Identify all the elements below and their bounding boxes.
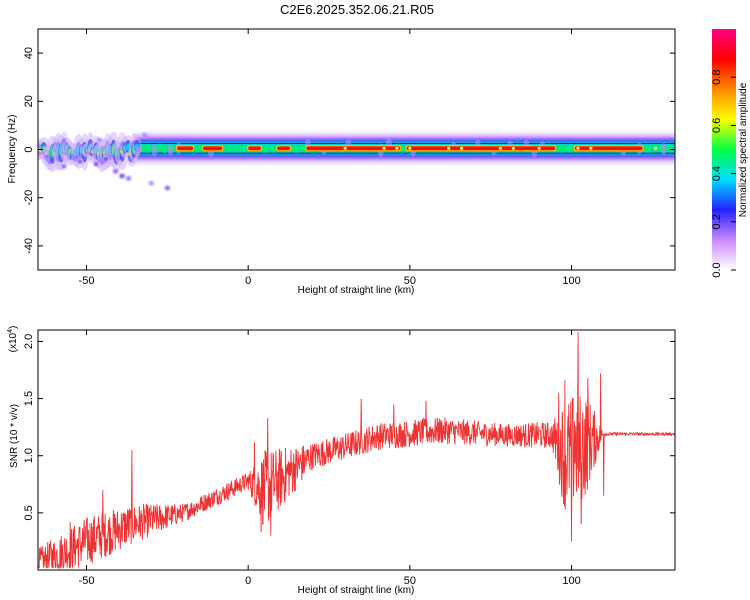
- spectrogram-blob: [149, 181, 154, 186]
- figure-title: C2E6.2025.352.06.21.R05: [280, 2, 434, 17]
- colorbar-tick-label: 0.8: [711, 70, 723, 85]
- snr-y-tick-label: 0.5: [23, 505, 35, 520]
- spectrogram-dot: [576, 146, 580, 150]
- spectrogram-blob: [142, 133, 147, 138]
- spectrogram-blob: [61, 164, 66, 169]
- spectrogram-dot: [537, 146, 541, 150]
- spectrogram-hot-segment: [406, 146, 556, 151]
- spectrogram-marks: [38, 131, 675, 192]
- spectrogram-hot-segment: [277, 146, 291, 151]
- spectrogram-hot-segment: [202, 146, 223, 151]
- snr-series-line: [38, 332, 675, 570]
- spectrogram-blob: [59, 162, 68, 170]
- snr-y-tick-label: 2.0: [23, 334, 35, 349]
- spectrogram-blob: [45, 154, 50, 159]
- spectrogram-blob: [165, 186, 170, 191]
- spectrogram-bump: [135, 146, 142, 156]
- snr-x-tick-label: 100: [562, 575, 580, 587]
- spectrogram-y-tick-label: 20: [23, 95, 35, 107]
- spectrogram-bump: [151, 144, 158, 157]
- spectrogram-hot-segment: [306, 146, 401, 151]
- snr-y-tick-label: 1.0: [23, 448, 35, 463]
- spectrogram-dot: [382, 146, 386, 150]
- snr-frame: [37, 329, 676, 571]
- colorbar-tick-label: 0.2: [711, 214, 723, 229]
- colorbar-tick-label: 0.6: [711, 118, 723, 133]
- spectrogram-y-tick-label: 0: [23, 146, 35, 152]
- spectrogram-dot: [447, 146, 451, 150]
- colorbar: 0.0 0.2 0.4 0.6 0.8 Normalized spectral ampl…: [711, 29, 749, 278]
- spectrogram-x-tick-label: -50: [79, 275, 95, 287]
- colorbar-gradient: [712, 29, 736, 270]
- spectrogram-blob: [140, 131, 149, 139]
- spectrogram-bump: [660, 142, 667, 155]
- spectrogram-blob: [147, 179, 156, 187]
- spectrogram-panel: -50 0 50 100 -40 -20 0 20 40 Height of straight…: [7, 28, 676, 296]
- spectrogram-blob: [43, 153, 52, 161]
- spectrogram-hot-segment: [177, 146, 194, 151]
- snr-x-label: Height of straight line (km): [298, 585, 415, 596]
- spectrogram-y-tick-label: -20: [23, 190, 35, 206]
- spectrogram-dot: [343, 146, 347, 150]
- colorbar-ticks: 0.0 0.2 0.4 0.6 0.8: [711, 70, 736, 278]
- snr-y-tick-label: 1.5: [23, 391, 35, 406]
- spectrogram-blob: [95, 136, 104, 144]
- snr-y-ticks: 0.5 1.0 1.5 2.0: [23, 334, 675, 521]
- spectrogram-x-tick-label: 0: [245, 275, 251, 287]
- spectrogram-dot: [459, 146, 464, 150]
- spectrogram-y-tick-label: -40: [23, 238, 35, 254]
- snr-y-multiplier-exponent: 4: [7, 329, 14, 333]
- spectrogram-band: [135, 144, 675, 153]
- snr-x-tick-label: 50: [404, 575, 416, 587]
- spectrogram-blob: [120, 174, 125, 179]
- spectrogram-dot: [408, 146, 412, 150]
- snr-x-tick-label: -50: [79, 575, 95, 587]
- snr-y-multiplier: (x104): [7, 326, 19, 353]
- spectrogram-dot: [498, 146, 502, 150]
- snr-panel: -50 0 50 100 0.5 1.0 1.5 2.0 Height of straigh…: [7, 326, 676, 596]
- spectrogram-blob: [113, 169, 118, 174]
- spectrogram-x-tick-label: 100: [562, 275, 580, 287]
- snr-y-label: SNR (10 * v/v): [9, 404, 20, 468]
- spectrogram-y-tick-label: 40: [23, 47, 35, 59]
- spectrogram-blob: [103, 157, 108, 162]
- spectrogram-x-ticks: -50 0 50 100: [79, 29, 581, 287]
- spectrogram-x-label: Height of straight line (km): [298, 285, 415, 296]
- spectrogram-bump: [167, 144, 174, 156]
- spectrogram-blob: [97, 137, 102, 142]
- spectrogram-blob: [126, 176, 131, 181]
- colorbar-tick-label: 0.4: [711, 166, 723, 181]
- spectrogram-hot-segment: [574, 146, 643, 151]
- snr-x-ticks: -50 0 50 100: [79, 330, 581, 587]
- spectrogram-dot: [653, 146, 658, 150]
- spectrogram-blob: [94, 161, 99, 166]
- spectrogram-dot: [395, 146, 399, 150]
- spectrogram-dot: [589, 146, 593, 150]
- spectrogram-y-ticks: -40 -20 0 20 40: [23, 47, 675, 254]
- spectrogram-dot: [511, 146, 515, 150]
- spectrogram-y-label: Frequency (Hz): [7, 115, 18, 184]
- colorbar-tick-label: 0.0: [711, 262, 723, 277]
- spectrogram-x-tick-label: 50: [404, 275, 416, 287]
- snr-x-tick-label: 0: [245, 575, 251, 587]
- spectrogram-hot-segment: [248, 146, 262, 151]
- colorbar-label: Normalized spectral amplitude: [738, 82, 749, 217]
- spectrogram-blob: [78, 159, 83, 164]
- spectrogram-blob: [124, 174, 133, 182]
- spectrogram-content: [38, 131, 675, 192]
